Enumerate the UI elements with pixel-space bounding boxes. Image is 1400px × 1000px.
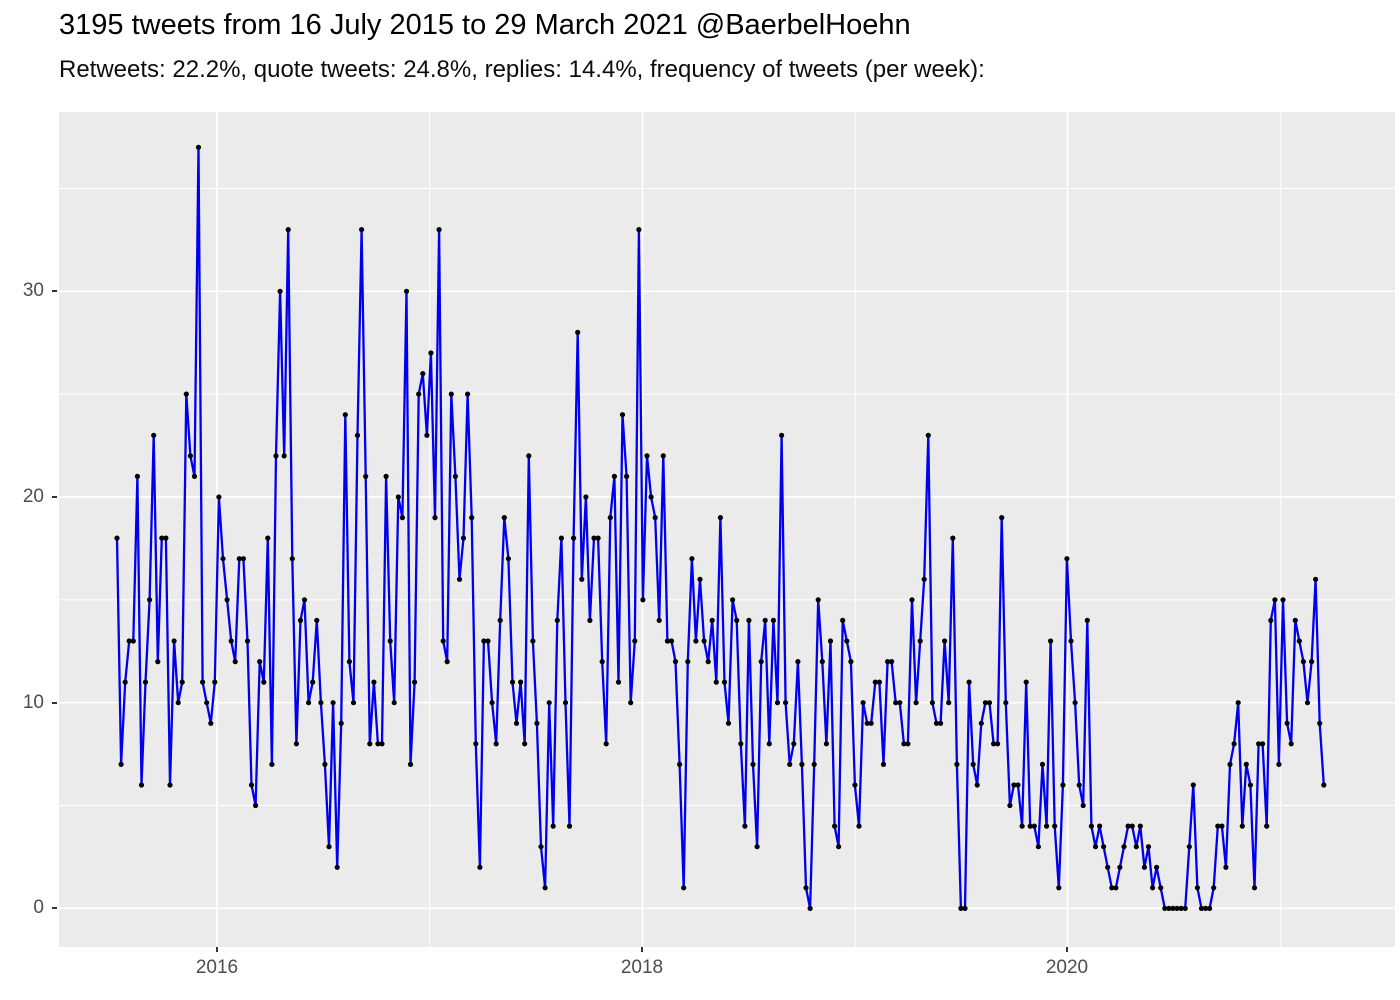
y-axis-tick-mark	[52, 702, 57, 704]
chart-subtitle: Retweets: 22.2%, quote tweets: 24.8%, re…	[59, 56, 985, 83]
y-axis-tick-mark	[52, 290, 57, 292]
x-axis-tick-label-2018: 2018	[620, 957, 664, 978]
chart-title: 3195 tweets from 16 July 2015 to 29 Marc…	[59, 9, 911, 41]
y-axis-tick-label-0: 0	[33, 897, 44, 918]
x-axis-tick-label-2020: 2020	[1045, 957, 1089, 978]
x-axis-tick-mark	[216, 947, 218, 952]
tweet-frequency-line-chart	[59, 112, 1395, 947]
y-axis-tick-mark	[52, 907, 57, 909]
y-axis-tick-label-20: 20	[22, 486, 44, 507]
x-axis-tick-label-2016: 2016	[195, 957, 239, 978]
plot-panel	[59, 112, 1395, 947]
y-axis-tick-mark	[52, 496, 57, 498]
x-axis-tick-mark	[641, 947, 643, 952]
y-axis-tick-label-10: 10	[22, 692, 44, 713]
x-axis-tick-mark	[1066, 947, 1068, 952]
y-axis-tick-label-30: 30	[22, 280, 44, 301]
